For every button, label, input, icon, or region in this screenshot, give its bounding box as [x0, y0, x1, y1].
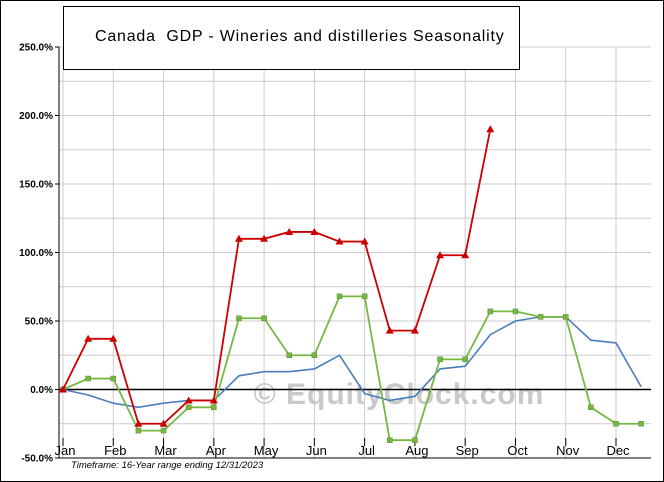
- month-label: Sep: [456, 443, 479, 458]
- y-axis-label: -50.0%: [21, 454, 53, 465]
- marker-square-icon: [336, 293, 343, 300]
- marker-square-icon: [286, 352, 292, 358]
- marker-triangle-icon: [260, 234, 269, 242]
- marker-triangle-icon: [109, 334, 118, 342]
- watermark: © EquityClock.com: [254, 378, 545, 411]
- y-axis-label: 250.0%: [19, 43, 53, 54]
- chart-title: Canada GDP - Wineries and distilleries S…: [94, 28, 505, 45]
- month-label: May: [254, 443, 279, 458]
- marker-triangle-icon: [59, 385, 67, 393]
- marker-triangle-icon: [461, 251, 470, 259]
- marker-square-icon: [537, 314, 544, 320]
- marker-square-icon: [85, 375, 91, 382]
- month-label: Mar: [154, 443, 177, 458]
- y-axis-label: 150.0%: [19, 180, 53, 191]
- month-label: Jul: [358, 443, 375, 458]
- marker-square-icon: [261, 315, 267, 322]
- month-label: Feb: [104, 443, 126, 458]
- marker-square-icon: [638, 421, 644, 427]
- marker-triangle-icon: [360, 237, 369, 245]
- series-2024: [60, 293, 644, 443]
- marker-triangle-icon: [184, 396, 193, 404]
- y-axis-label: 200.0%: [19, 111, 53, 122]
- y-axis-labels: 250.0% 200.0% 150.0% 100.0% 50.0% 0.0% -50.0%: [19, 43, 59, 465]
- marker-square-icon: [211, 404, 217, 411]
- chart-title-box: Canada GDP - Wineries and distilleries S…: [63, 6, 520, 70]
- marker-square-icon: [135, 427, 142, 434]
- marker-triangle-icon: [335, 237, 344, 245]
- marker-triangle-icon: [385, 326, 394, 334]
- marker-square-icon: [387, 437, 393, 443]
- marker-square-icon: [160, 427, 167, 434]
- series-line: [62, 295, 642, 442]
- marker-square-icon: [437, 356, 443, 363]
- marker-triangle-icon: [234, 234, 243, 242]
- month-label: Nov: [556, 443, 580, 458]
- series-2025: [59, 125, 495, 427]
- y-axis-label: 50.0%: [25, 317, 53, 328]
- marker-square-icon: [311, 352, 318, 358]
- marker-triangle-icon: [486, 125, 495, 133]
- month-label: Apr: [206, 443, 227, 458]
- marker-square-icon: [613, 421, 619, 427]
- marker-square-icon: [185, 404, 192, 411]
- month-label: Jan: [55, 443, 76, 458]
- marker-square-icon: [562, 314, 569, 320]
- marker-triangle-icon: [436, 251, 445, 259]
- marker-triangle-icon: [159, 419, 168, 427]
- marker-triangle-icon: [134, 419, 143, 427]
- y-axis-label: 100.0%: [19, 248, 53, 259]
- marker-square-icon: [487, 308, 494, 315]
- month-label: Oct: [507, 443, 528, 458]
- marker-square-icon: [110, 375, 117, 382]
- timeframe-note: Timeframe: 16-Year range ending 12/31/20…: [71, 460, 264, 471]
- marker-triangle-icon: [410, 326, 419, 334]
- horizontal-gridlines: [59, 46, 651, 425]
- marker-square-icon: [236, 315, 242, 322]
- series-line: [62, 129, 492, 425]
- marker-triangle-icon: [310, 227, 319, 235]
- marker-square-icon: [412, 437, 418, 443]
- marker-square-icon: [588, 404, 594, 411]
- marker-square-icon: [462, 356, 468, 363]
- month-label: Jun: [306, 443, 327, 458]
- marker-square-icon: [512, 308, 519, 315]
- marker-triangle-icon: [209, 396, 218, 404]
- month-label: Dec: [606, 443, 630, 458]
- marker-square-icon: [361, 293, 368, 300]
- marker-triangle-icon: [84, 334, 93, 342]
- month-label: Aug: [405, 443, 428, 458]
- x-axis-labels: Jan Feb Mar Apr May Jun Jul Aug Sep Oct Nov Dec: [55, 438, 630, 458]
- marker-triangle-icon: [285, 227, 294, 235]
- y-axis-label: 0.0%: [30, 385, 53, 396]
